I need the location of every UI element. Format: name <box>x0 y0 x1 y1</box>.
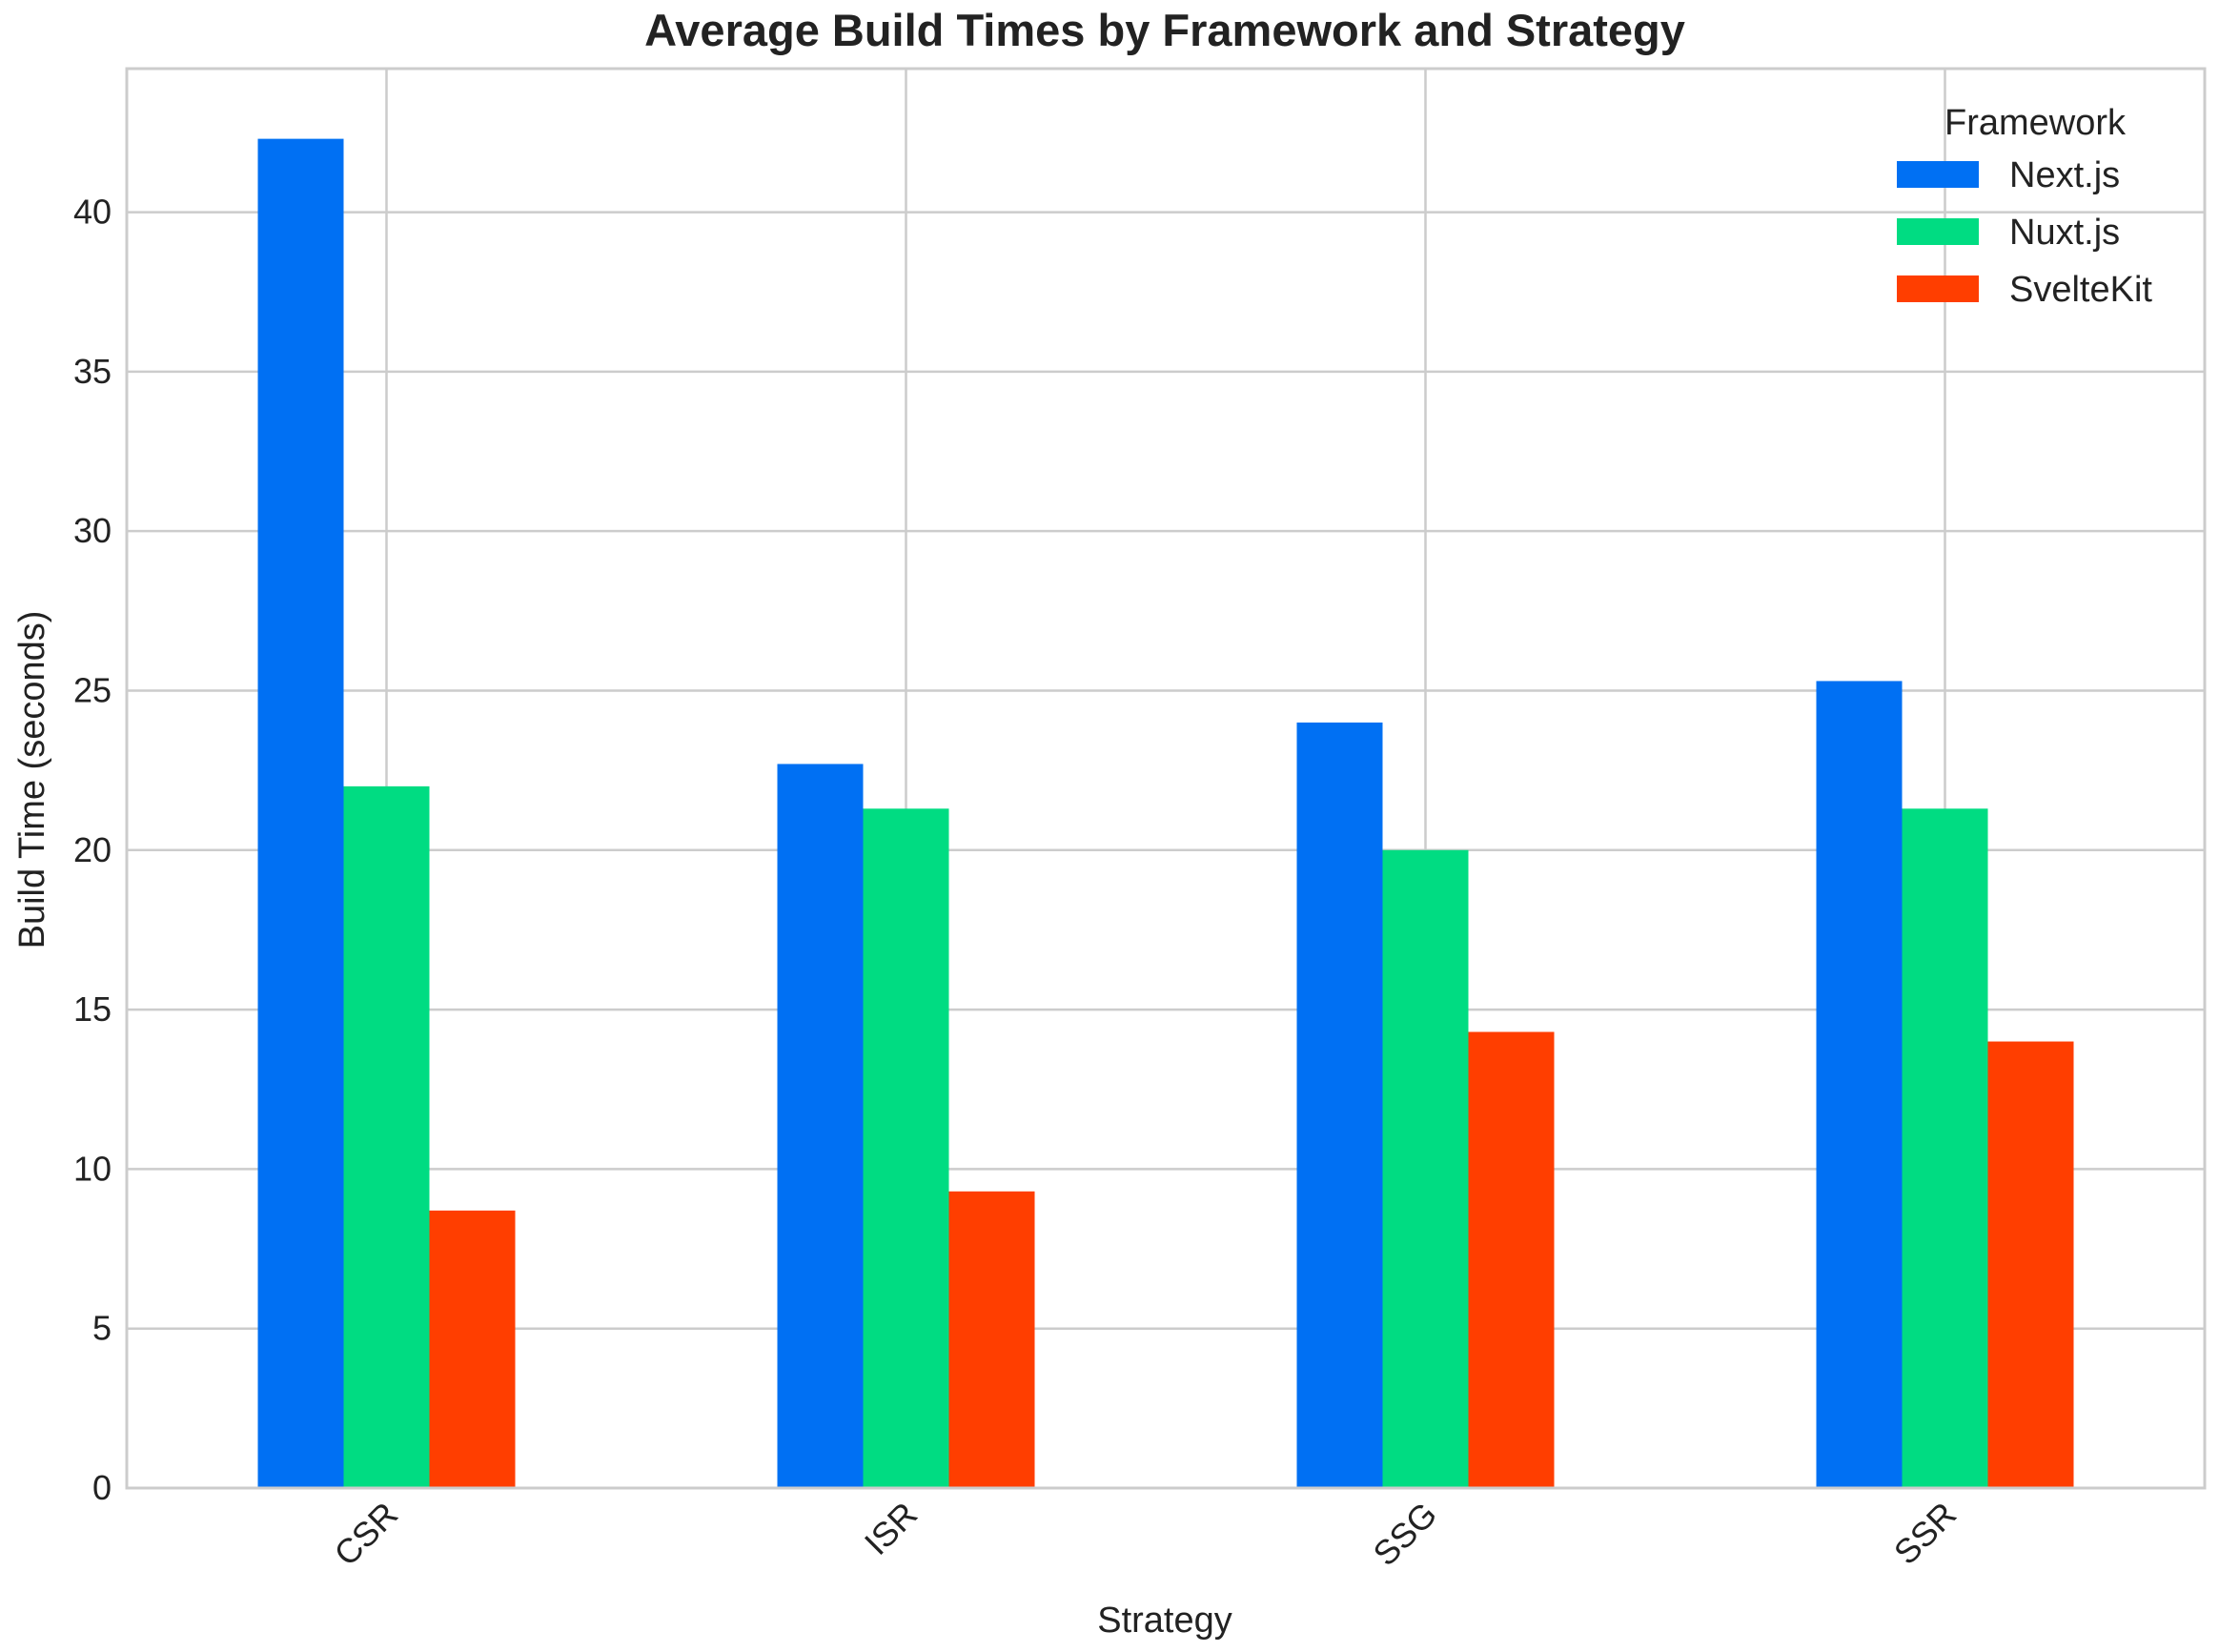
bar-next-js-csr <box>257 138 344 1488</box>
bar-next-js-ssg <box>1296 722 1383 1488</box>
legend-label: Nuxt.js <box>2009 213 2120 253</box>
legend-swatch <box>1897 218 1979 245</box>
legend-label: SvelteKit <box>2009 270 2152 310</box>
chart-title: Average Build Times by Framework and Str… <box>644 5 1685 55</box>
legend: Framework Next.js Nuxt.js SvelteKit <box>1897 103 2152 310</box>
bar-sveltekit-csr <box>429 1210 516 1488</box>
bar-sveltekit-ssg <box>1468 1031 1555 1488</box>
y-tick-label: 0 <box>92 1468 112 1507</box>
x-tick-label: ISR <box>857 1495 925 1562</box>
bar-nuxt-js-ssg <box>1382 849 1469 1488</box>
bars <box>257 138 2074 1488</box>
plot-frame <box>125 67 2207 1490</box>
legend-swatch <box>1897 161 1979 188</box>
bar-next-js-isr <box>777 764 864 1488</box>
x-tick-label: SSR <box>1886 1495 1964 1572</box>
bar-nuxt-js-csr <box>343 785 430 1488</box>
x-axis-ticks: CSR ISR SSG SSR <box>326 1495 1964 1574</box>
legend-swatch <box>1897 275 1979 302</box>
legend-label: Next.js <box>2009 155 2120 195</box>
x-tick-label: SSG <box>1365 1495 1444 1574</box>
bar-sveltekit-ssr <box>1987 1041 2074 1488</box>
y-tick-label: 30 <box>73 511 112 550</box>
y-tick-label: 5 <box>92 1309 112 1348</box>
bar-sveltekit-isr <box>948 1191 1035 1488</box>
y-tick-label: 15 <box>73 989 112 1029</box>
bar-nuxt-js-ssr <box>1902 808 1988 1488</box>
y-tick-label: 25 <box>73 670 112 709</box>
x-axis-label: Strategy <box>1097 1601 1232 1641</box>
y-axis-ticks: 0 5 10 15 20 25 30 35 40 <box>73 193 112 1507</box>
y-tick-label: 40 <box>73 193 112 232</box>
bar-next-js-ssr <box>1816 681 1903 1488</box>
y-tick-label: 10 <box>73 1149 112 1188</box>
y-tick-label: 35 <box>73 352 112 391</box>
y-tick-label: 20 <box>73 830 112 869</box>
bar-nuxt-js-isr <box>863 808 949 1488</box>
x-tick-label: CSR <box>326 1495 405 1574</box>
y-axis-label: Build Time (seconds) <box>12 611 52 949</box>
legend-title: Framework <box>1944 103 2127 143</box>
